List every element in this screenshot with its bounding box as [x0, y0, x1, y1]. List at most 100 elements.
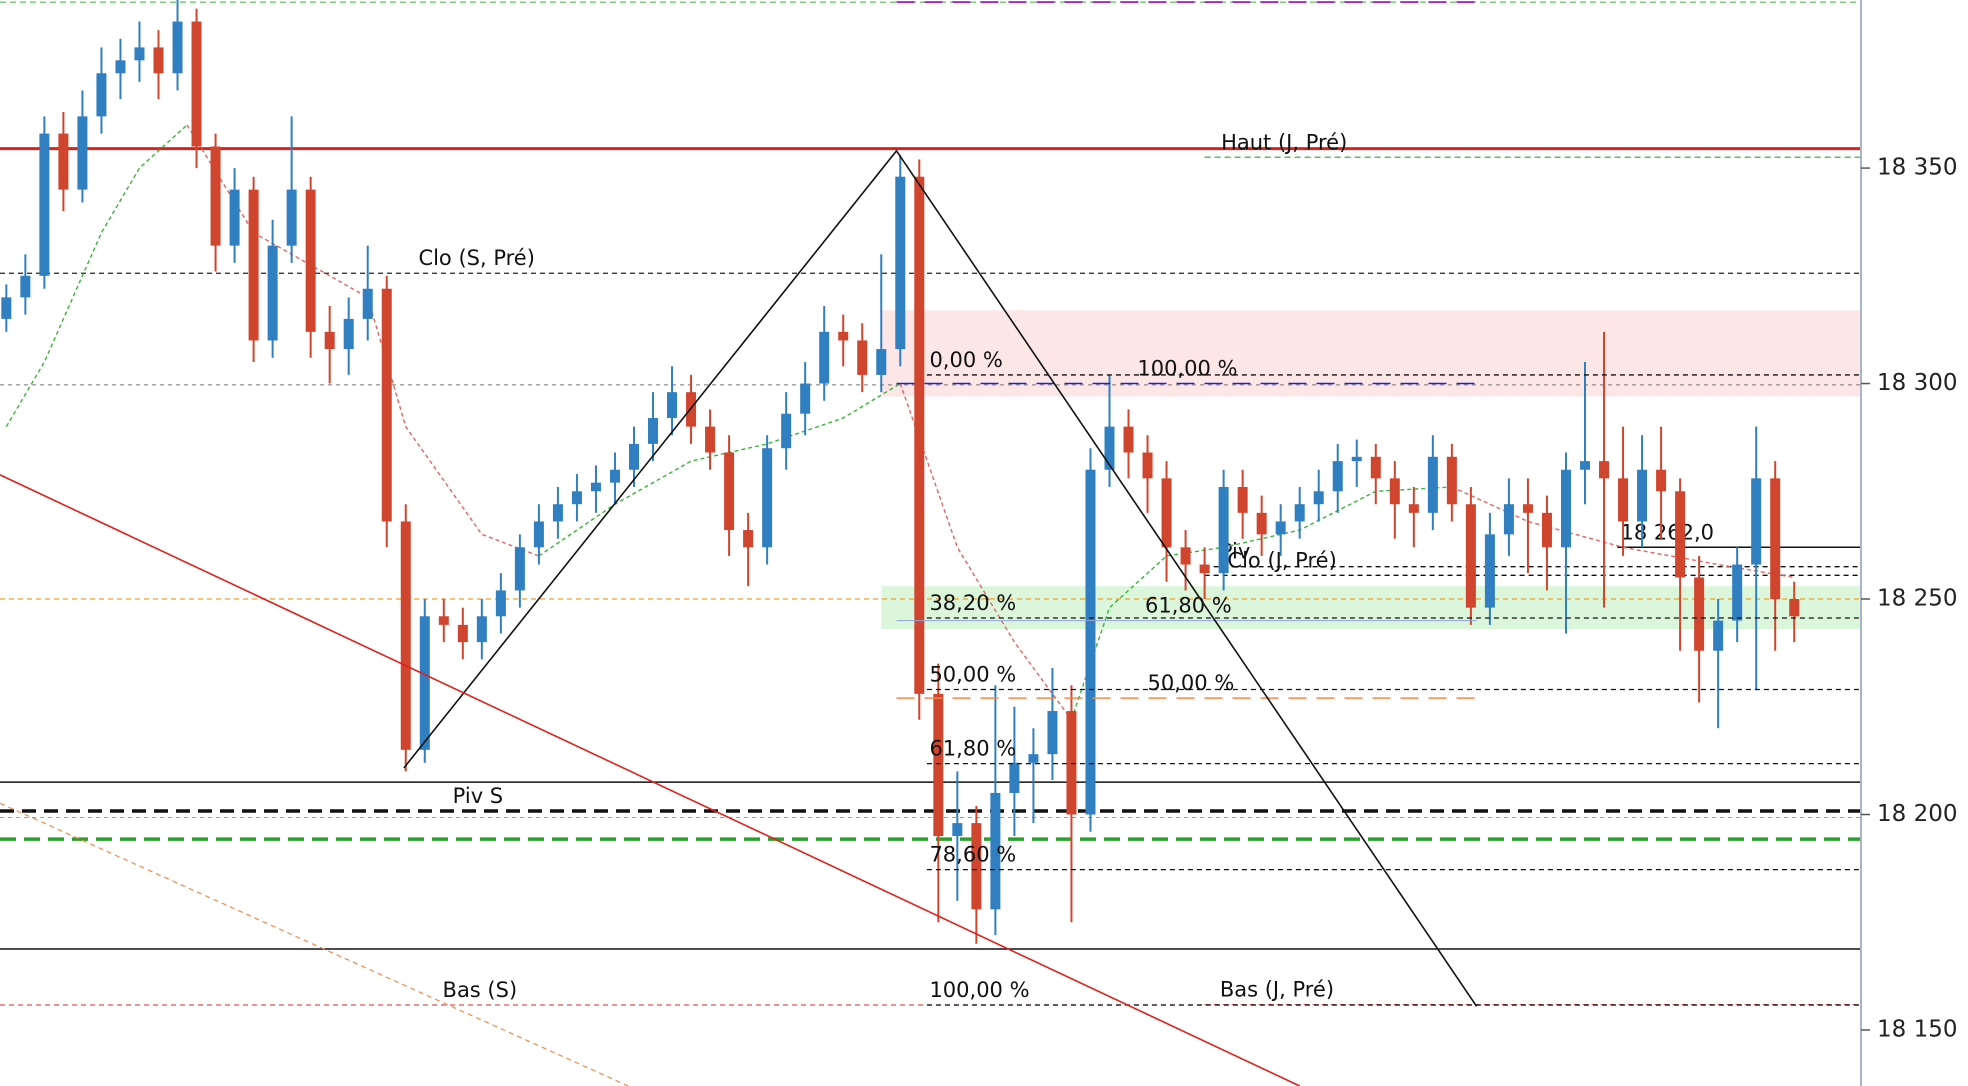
candle-body — [343, 318, 354, 350]
candle-body — [229, 189, 240, 246]
candle-body — [724, 452, 735, 531]
candle-body — [1408, 504, 1419, 513]
candle-body — [286, 189, 297, 246]
candle-body — [1104, 426, 1115, 470]
candle-body — [115, 60, 126, 74]
level-label: Haut (J, Pré) — [1221, 130, 1347, 154]
y-tick-label: 18 350 — [1877, 155, 1957, 181]
candle-body — [1256, 512, 1267, 535]
candle-body — [1275, 521, 1286, 535]
candle-body — [533, 521, 544, 548]
candle-body — [514, 547, 525, 591]
moving-average — [899, 383, 1073, 721]
moving-average — [5, 124, 188, 427]
candle-body — [1047, 711, 1058, 755]
fib-label: 100,00 % — [929, 978, 1029, 1002]
candle-body — [495, 590, 506, 617]
candle-body — [77, 116, 88, 190]
trend-line — [0, 802, 629, 1086]
candle-body — [1503, 504, 1514, 535]
candle-body — [172, 21, 183, 74]
candle-body — [438, 616, 449, 625]
candle-body — [1218, 486, 1229, 574]
candle-body — [134, 47, 145, 61]
candle-body — [819, 331, 830, 384]
candle-body — [1599, 461, 1610, 479]
y-tick-label: 18 200 — [1877, 801, 1957, 827]
plot-area: Haut (J, Pré)Clo (S, Pré)18 262,0PivClo … — [0, 0, 1861, 1086]
candle-body — [1789, 599, 1800, 617]
fib-label: 61,80 % — [1145, 594, 1232, 618]
candle-body — [1713, 620, 1724, 651]
trend-line — [0, 474, 1301, 1086]
candle-body — [609, 469, 620, 483]
level-label: Clo (S, Pré) — [418, 246, 534, 270]
level-label: Bas (J, Pré) — [1220, 978, 1334, 1002]
candle-body — [914, 176, 925, 694]
candle-body — [933, 693, 944, 837]
candle-body — [1142, 452, 1153, 479]
candle-body — [1, 297, 12, 319]
candle-body — [1675, 491, 1686, 578]
candle-body — [153, 47, 164, 74]
candle-body — [781, 413, 792, 449]
candle-body — [1446, 456, 1457, 505]
candle-body — [1237, 486, 1248, 513]
level-label: Clo (J, Pré) — [1227, 548, 1336, 572]
level-label: Piv S — [453, 784, 503, 808]
candle-body — [1465, 504, 1476, 608]
candle-body — [705, 426, 716, 453]
candle-body — [1694, 577, 1705, 651]
candle-body — [381, 288, 392, 522]
candle-body — [838, 331, 849, 341]
candle-body — [800, 383, 811, 414]
candle-body — [1541, 512, 1552, 548]
candle-body — [1009, 762, 1020, 793]
candle-body — [1085, 469, 1096, 815]
candle-body — [1199, 564, 1210, 574]
candle-body — [1370, 456, 1381, 479]
candle-body — [39, 133, 50, 276]
candle-body — [96, 73, 107, 117]
candle-body — [1484, 534, 1495, 608]
candle-body — [1580, 461, 1590, 470]
candle-body — [552, 504, 563, 522]
y-tick-label: 18 250 — [1877, 586, 1957, 612]
candle-body — [895, 176, 906, 350]
candle-body — [324, 331, 335, 350]
candle-body — [971, 823, 982, 910]
y-tick-label: 18 300 — [1877, 370, 1957, 396]
candle-body — [1161, 478, 1172, 548]
candle-body — [952, 823, 963, 837]
candle-body — [58, 133, 69, 190]
candle-body — [648, 418, 659, 444]
candle-body — [1732, 564, 1743, 621]
trend-line — [403, 149, 1478, 1007]
candle-body — [1294, 504, 1305, 522]
candle-body — [305, 189, 316, 332]
candle-body — [762, 448, 773, 548]
candle-body — [267, 245, 278, 341]
level-label: 18 262,0 — [1621, 520, 1715, 544]
candle-body — [476, 616, 487, 643]
candle-body — [1351, 456, 1362, 462]
candle-body — [1389, 478, 1400, 505]
candle-body — [857, 340, 868, 375]
candle-body — [1332, 461, 1343, 492]
candle-body — [1427, 456, 1438, 513]
candle-body — [400, 521, 411, 750]
level-label: Bas (S) — [443, 978, 518, 1002]
candle-body — [1637, 469, 1648, 522]
fib-label: 100,00 % — [1137, 357, 1237, 381]
candle-body — [990, 792, 1001, 910]
fib-label: 50,00 % — [929, 663, 1016, 687]
fib-label: 61,80 % — [929, 737, 1016, 761]
candle-body — [743, 530, 754, 548]
candle-body — [248, 189, 259, 341]
candle-body — [419, 616, 430, 750]
fib-label: 78,60 % — [929, 843, 1016, 867]
candle-body — [1066, 711, 1077, 815]
candle-body — [571, 491, 582, 505]
zone — [881, 310, 1861, 397]
